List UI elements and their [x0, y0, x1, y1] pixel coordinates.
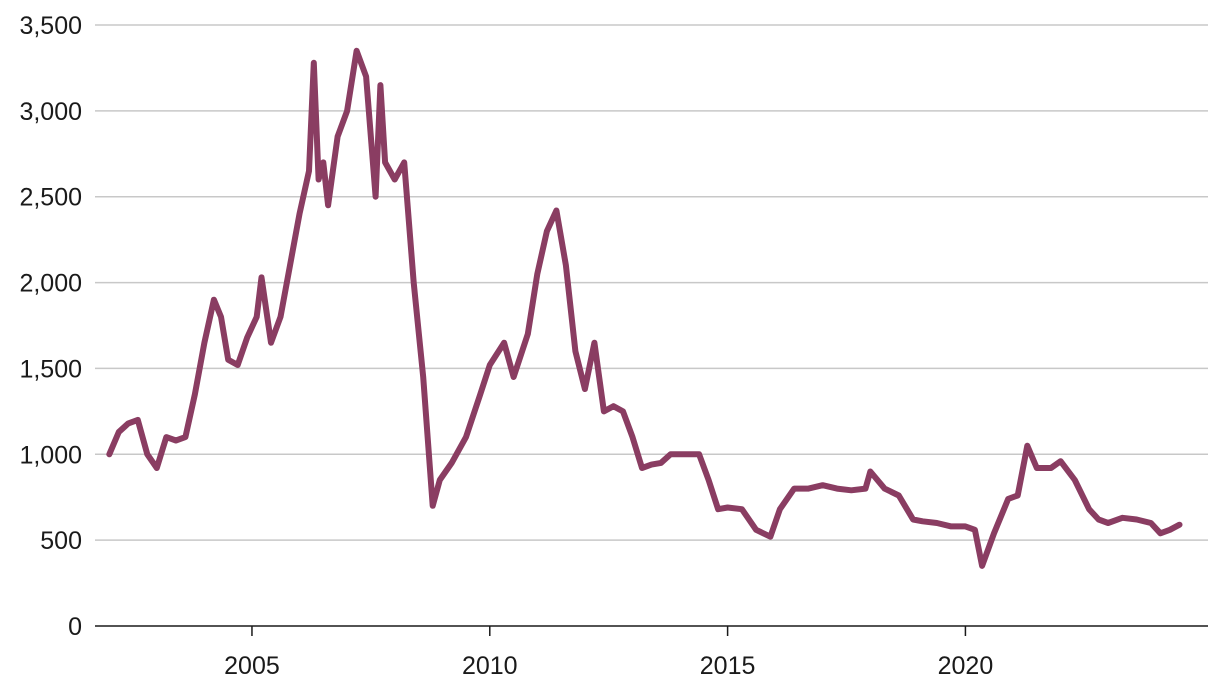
y-tick-label: 1,500	[19, 355, 82, 383]
y-tick-label: 2,500	[19, 184, 82, 212]
x-tick-label: 2015	[700, 652, 756, 680]
gridlines	[95, 24, 1208, 541]
y-tick-label: 3,000	[19, 98, 82, 126]
y-tick-label: 2,000	[19, 270, 82, 298]
x-axis: 2005 2010 2015 2020	[95, 625, 1208, 680]
x-tick-label: 2010	[462, 652, 518, 680]
series-line-0	[106, 47, 1183, 569]
x-tick-label: 2020	[938, 652, 994, 680]
y-tick-label: 500	[40, 527, 82, 555]
y-tick-label: 3,500	[19, 12, 82, 40]
y-tick-label: 0	[68, 613, 82, 641]
x-tick-label: 2005	[224, 652, 280, 680]
plot-area	[106, 47, 1183, 569]
y-tick-label: 1,000	[19, 441, 82, 469]
y-axis-tick-labels: 0 500 1,000 1,500 2,000 2,500 3,000 3,500	[19, 12, 82, 641]
